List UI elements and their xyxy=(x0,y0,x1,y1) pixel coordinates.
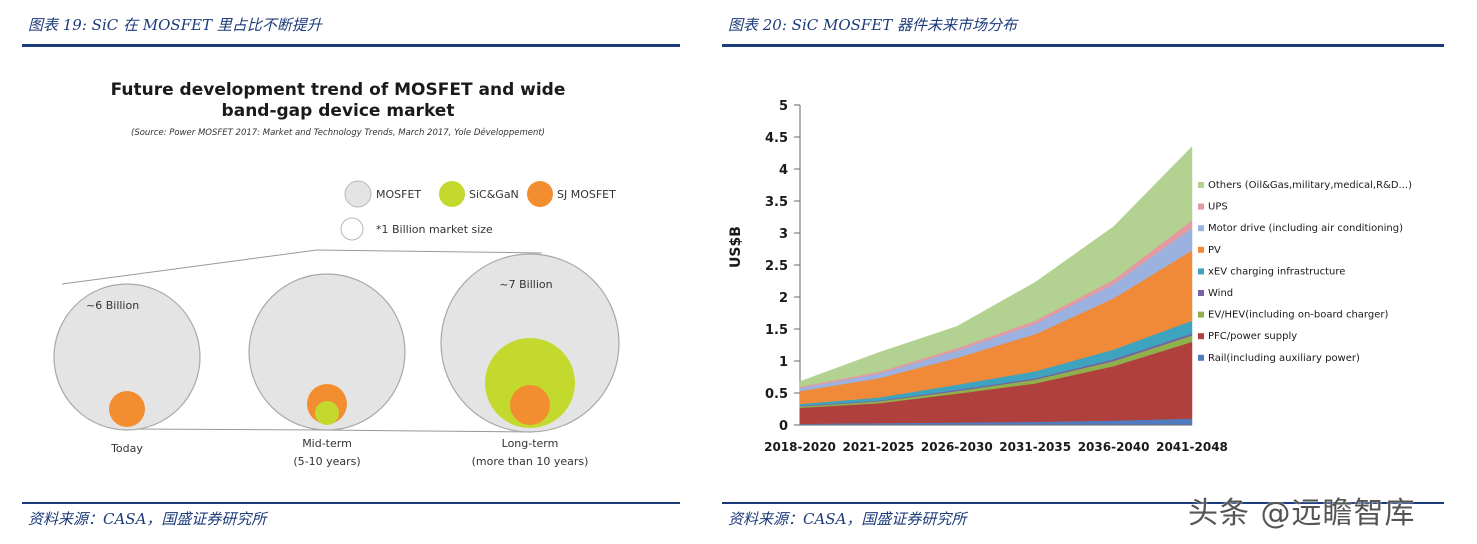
sic-mosfet-market-chart: 0 0.5 1 1.5 2 2.5 3 3.5 4 4.5 5 2018-2020 2021-2025… xyxy=(728,99,1412,454)
legend-label: Motor drive (including air conditioning) xyxy=(1208,223,1403,234)
today-mosfet-circle xyxy=(53,283,201,431)
legend-sjmosfet-label: SJ MOSFET xyxy=(557,188,616,201)
today-value-label: ~6 Billion xyxy=(86,299,139,312)
y-tick-label: 1.5 xyxy=(765,323,788,338)
stacked-areas xyxy=(799,145,1193,426)
x-tick-label: 2021-2025 xyxy=(843,440,915,454)
diagram-subtitle: (Source: Power MOSFET 2017: Market and T… xyxy=(131,127,545,138)
y-tick-label: 3.5 xyxy=(765,195,788,210)
y-axis: 0 0.5 1 1.5 2 2.5 3 3.5 4 4.5 5 xyxy=(765,99,801,434)
right-source-note: 资料来源：CASA，国盛证券研究所 xyxy=(728,510,967,528)
left-figure-title: 图表 19: SiC 在 MOSFET 里占比不断提升 xyxy=(28,16,322,34)
legend-market-size-note: *1 Billion market size xyxy=(376,223,493,236)
left-top-rule xyxy=(22,44,680,47)
x-tick-label: 2026-2030 xyxy=(921,440,993,454)
legend-label: Wind xyxy=(1208,288,1233,299)
x-tick-label: 2031-2035 xyxy=(999,440,1071,454)
longterm-value-label: ~7 Billion xyxy=(499,278,552,291)
legend-market-size-swatch xyxy=(340,217,364,241)
legend-swatch xyxy=(1198,311,1204,318)
longterm-sicgan-circle xyxy=(485,338,575,428)
diagram-title-line2: band-gap device market xyxy=(222,101,455,121)
legend-label: EV/HEV(including on-board charger) xyxy=(1208,310,1388,321)
chart-legend: Others (Oil&Gas,military,medical,R&D...)… xyxy=(1198,180,1412,364)
legend-sicgan-swatch xyxy=(439,181,465,207)
today-label: Today xyxy=(110,442,143,455)
left-figure-panel: 图表 19: SiC 在 MOSFET 里占比不断提升 Future devel… xyxy=(22,0,680,544)
legend-swatch xyxy=(1198,246,1204,253)
y-tick-label: 4.5 xyxy=(765,131,788,146)
legend-swatch xyxy=(1198,182,1204,188)
left-source-note: 资料来源：CASA，国盛证券研究所 xyxy=(28,510,267,528)
y-tick-label: 4 xyxy=(779,163,788,178)
midterm-mosfet-circle xyxy=(248,273,406,431)
y-tick-label: 0.5 xyxy=(765,387,788,402)
legend-label: Others (Oil&Gas,military,medical,R&D...) xyxy=(1208,180,1412,191)
legend-swatch xyxy=(1198,354,1204,361)
legend-sicgan-label: SiC&GaN xyxy=(469,188,519,201)
legend-label: xEV charging infrastructure xyxy=(1208,266,1345,277)
right-figure-title: 图表 20: SiC MOSFET 器件未来市场分布 xyxy=(728,16,1018,34)
connector-top-left xyxy=(61,249,318,285)
midterm-label: Mid-term xyxy=(302,437,352,450)
y-tick-label: 1 xyxy=(779,355,788,370)
y-tick-label: 3 xyxy=(779,227,788,242)
legend-mosfet-swatch xyxy=(344,180,372,208)
watermark-text: 头条 @远瞻智库 xyxy=(1188,496,1416,531)
legend-label: PFC/power supply xyxy=(1208,331,1297,342)
diagram-title-line1: Future development trend of MOSFET and w… xyxy=(111,80,566,100)
legend-swatch xyxy=(1198,333,1204,340)
connector-bottom-left xyxy=(126,428,323,431)
y-tick-label: 2.5 xyxy=(765,259,788,274)
right-bottom-rule xyxy=(722,502,1444,504)
legend-swatch xyxy=(1198,268,1204,275)
midterm-sicgan-circle xyxy=(315,401,339,425)
today-sj-mosfet-circle xyxy=(109,391,145,427)
y-axis-label: US$B xyxy=(728,226,744,268)
area-series xyxy=(799,145,1193,387)
legend-swatch xyxy=(1198,203,1204,210)
x-tick-label: 2036-2040 xyxy=(1078,440,1150,454)
legend-swatch xyxy=(1198,225,1204,232)
left-bottom-rule xyxy=(22,502,680,504)
legend-label: PV xyxy=(1208,245,1221,256)
legend-label: Rail(including auxiliary power) xyxy=(1208,353,1360,364)
longterm-label: Long-term xyxy=(502,437,559,450)
x-axis: 2018-2020 2021-2025 2026-2030 2031-2035 2036… xyxy=(764,424,1228,454)
legend-mosfet-label: MOSFET xyxy=(376,188,421,201)
mosfet-market-diagram: Future development trend of MOSFET and w… xyxy=(53,80,620,468)
longterm-sj-mosfet-circle xyxy=(510,385,550,425)
x-tick-label: 2041-2048 xyxy=(1156,440,1228,454)
connector-bottom-right xyxy=(321,429,531,433)
right-figure-panel: 图表 20: SiC MOSFET 器件未来市场分布 0 0.5 1 1.5 2 2.5 3… xyxy=(722,0,1444,544)
y-tick-label: 2 xyxy=(779,291,788,306)
midterm-years: (5-10 years) xyxy=(293,455,360,468)
legend-swatch xyxy=(1198,290,1204,296)
y-tick-label: 0 xyxy=(779,419,788,434)
connector-top-right xyxy=(316,249,543,254)
legend-label: UPS xyxy=(1208,202,1228,213)
y-tick-label: 5 xyxy=(779,99,788,114)
right-top-rule xyxy=(722,44,1444,47)
legend-sjmosfet-swatch xyxy=(527,181,553,207)
x-tick-label: 2018-2020 xyxy=(764,440,836,454)
longterm-years: (more than 10 years) xyxy=(472,455,589,468)
